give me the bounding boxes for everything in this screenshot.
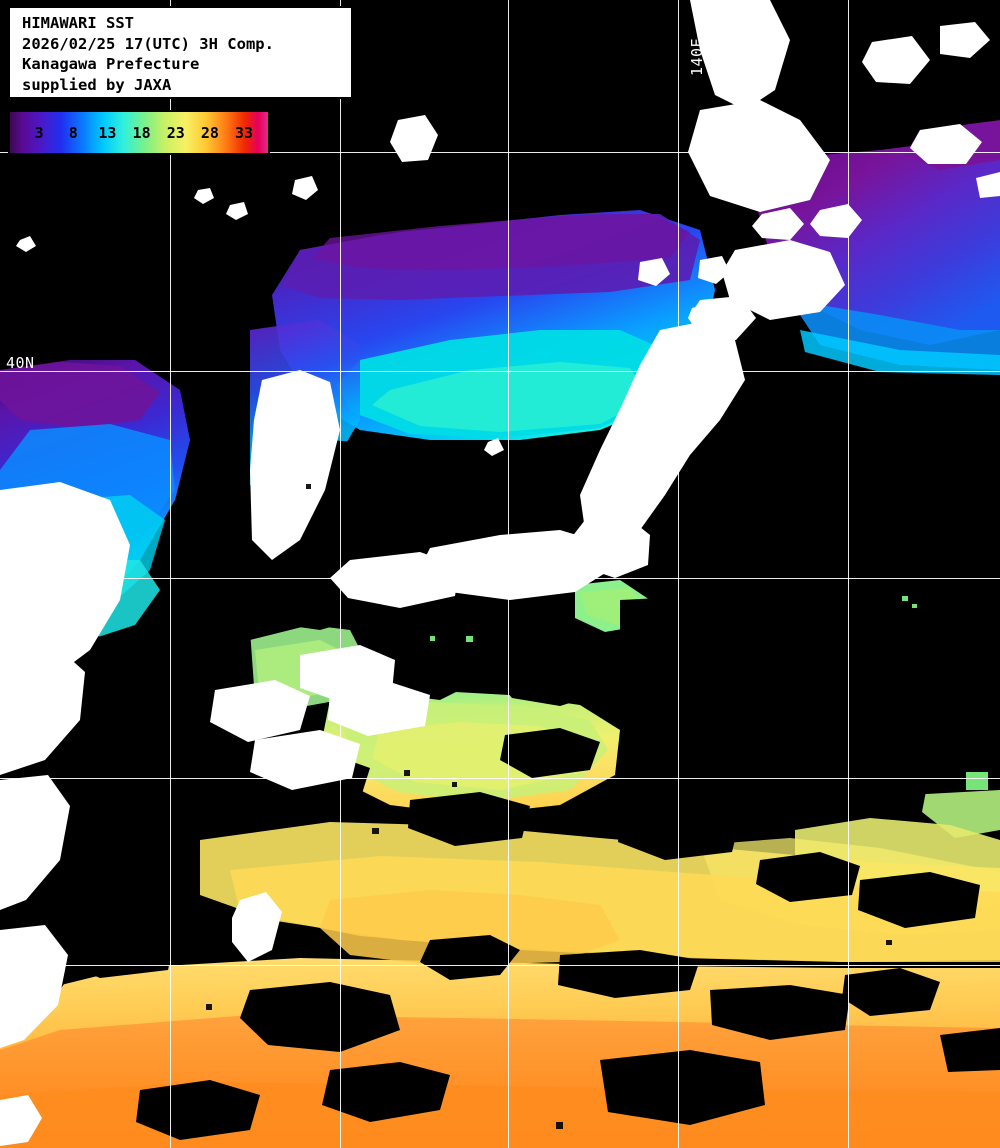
gridline-horizontal-40n [0,371,1000,372]
info-header-box: HIMAWARI SST 2026/02/25 17(UTC) 3H Comp.… [8,6,353,99]
grid-label-140e: 140E [688,37,706,76]
gridline-horizontal-4 [0,778,1000,779]
colorbar-tick-13: 13 [98,123,117,142]
sst-colorbar: 3 8 13 18 23 28 33 [8,110,270,155]
gridline-horizontal-1 [0,152,1000,153]
gridline-vertical-5 [848,0,849,1148]
colorbar-tick-33: 33 [234,123,254,142]
grid-label-40n: 40N [6,354,35,372]
gridline-horizontal-5 [0,965,1000,966]
header-timestamp: 2026/02/25 17(UTC) 3H Comp. [22,34,274,53]
colorbar-tick-23: 23 [166,123,185,142]
header-source: supplied by JAXA [22,75,172,94]
gridline-vertical-2 [340,0,341,1148]
colorbar-tick-28: 28 [200,123,219,142]
header-region: Kanagawa Prefecture [22,55,200,73]
colorbar-tick-3: 3 [34,123,44,142]
gridline-vertical-140e [678,0,679,1148]
colorbar-tick-labels: 3 8 13 18 23 28 33 [10,112,268,153]
header-title: HIMAWARI SST [22,14,134,32]
colorbar-tick-18: 18 [132,123,151,142]
colorbar-tick-8: 8 [68,123,78,142]
colorbar-gradient [10,112,268,153]
gridline-vertical-1 [170,0,171,1148]
gridline-horizontal-3 [0,578,1000,579]
gridline-vertical-3 [508,0,509,1148]
